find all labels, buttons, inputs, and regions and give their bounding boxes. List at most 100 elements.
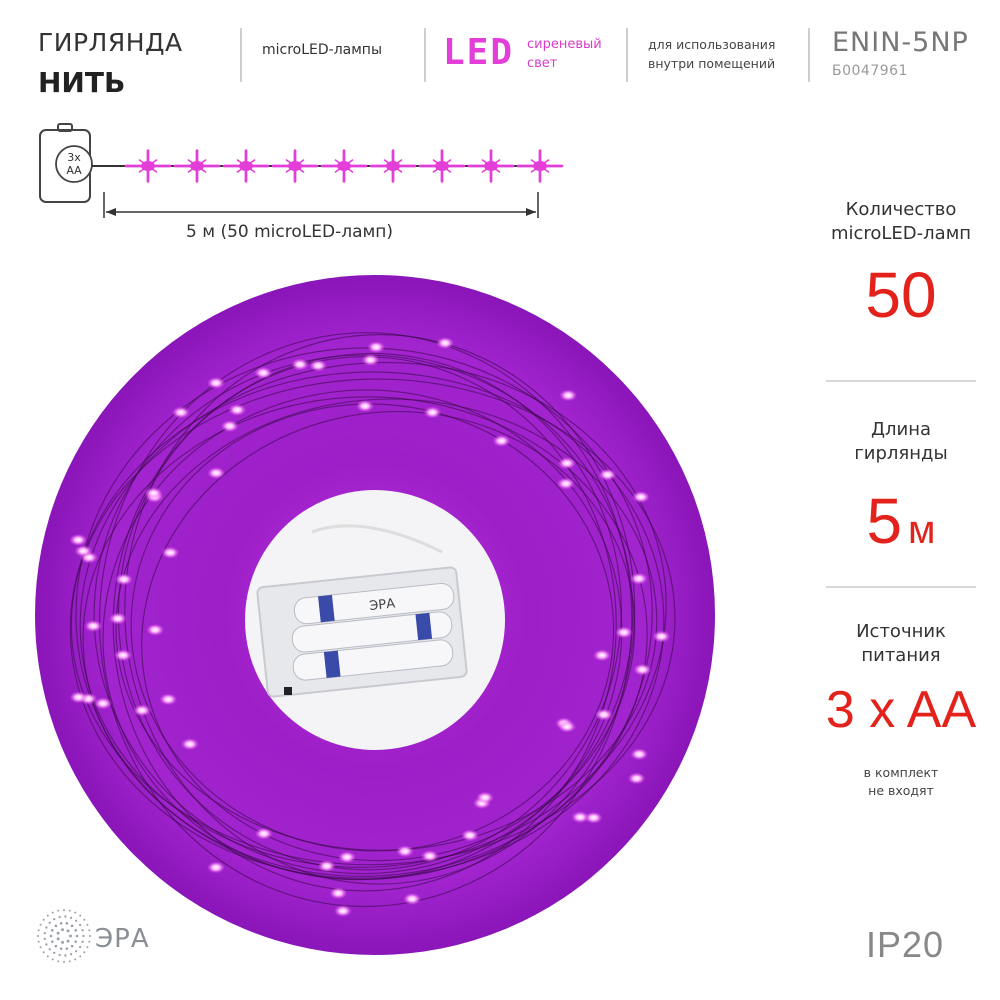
led-point: [317, 860, 336, 873]
led-point: [557, 457, 576, 470]
led-point: [614, 626, 633, 639]
led-point: [180, 738, 199, 751]
led-point: [220, 420, 239, 433]
led-point: [69, 533, 88, 546]
led-star-icon: [222, 149, 270, 183]
led-point: [571, 811, 590, 824]
spec-label-length: Длина гирлянды: [806, 418, 996, 466]
led-point: [492, 434, 511, 447]
header-divider: [424, 28, 426, 82]
led-point: [161, 546, 180, 559]
garland-schematic: 3x AA: [39, 123, 564, 218]
usage-line-2: внутри помещений: [648, 56, 776, 71]
led-point: [254, 366, 273, 379]
header-divider: [240, 28, 242, 82]
led-point: [291, 358, 310, 371]
led-points: [69, 337, 671, 917]
led-star-icon: [271, 149, 319, 183]
era-logo-icon: [37, 909, 91, 963]
led-star-icon: [124, 149, 172, 183]
product-photo: ЭРА: [35, 275, 715, 955]
led-point: [460, 829, 479, 842]
led-point: [329, 887, 348, 900]
title-line-1: ГИРЛЯНДА: [38, 28, 183, 57]
spec-label-line: Источник: [856, 621, 946, 642]
spec-value-power: 3 x AA: [825, 681, 977, 739]
length-dimension-line: [103, 192, 539, 218]
spec-label-line: Количество: [845, 199, 957, 220]
led-star-icon: [467, 149, 515, 183]
led-point: [207, 376, 226, 389]
led-star-icon: [516, 149, 564, 183]
note-line: в комплект: [863, 765, 939, 780]
led-point: [254, 827, 273, 840]
led-point: [631, 490, 650, 503]
led-point: [420, 850, 439, 863]
led-point: [594, 708, 613, 721]
led-point: [361, 353, 380, 366]
led-point: [584, 811, 603, 824]
lamp-type-feature: microLED-лампы: [262, 42, 383, 58]
usage-feature: для использования внутри помещений: [648, 35, 775, 73]
led-color-feature: сиреневый свет: [527, 35, 602, 73]
spec-divider: [826, 380, 976, 382]
led-point: [559, 389, 578, 402]
led-point: [159, 693, 178, 706]
led-point: [356, 400, 375, 413]
led-point: [74, 545, 93, 558]
spec-label-line: питания: [861, 645, 941, 666]
led-point: [108, 612, 127, 625]
led-point: [598, 468, 617, 481]
article-number: Б0047961: [832, 63, 908, 79]
led-point: [146, 623, 165, 636]
spec-label-line: microLED-ламп: [830, 223, 972, 244]
note-line: не входят: [868, 783, 934, 798]
title-line-2: НИТЬ: [38, 66, 126, 99]
led-point: [627, 772, 646, 785]
led-point: [592, 649, 611, 662]
header-divider: [626, 28, 628, 82]
led-point: [171, 406, 190, 419]
led-point: [633, 663, 652, 676]
spec-value-led-count: 50: [865, 259, 937, 331]
header-divider: [808, 28, 810, 82]
led-point: [207, 861, 226, 874]
led-point: [84, 619, 103, 632]
led-point: [144, 487, 163, 500]
led-point: [228, 403, 247, 416]
led-point: [114, 649, 133, 662]
battery-icon: 3x AA: [39, 123, 93, 203]
led-point: [367, 341, 386, 354]
led-star-icon: [369, 149, 417, 183]
length-label: 5 м (50 microLED-ламп): [186, 222, 394, 242]
led-point: [423, 406, 442, 419]
led-point: [333, 904, 352, 917]
battery-box-brand: ЭРА: [369, 596, 396, 614]
led-point: [133, 704, 152, 717]
ip-rating: IP20: [866, 924, 945, 965]
battery-box: ЭРА: [256, 524, 468, 698]
batteries-not-included-note: в комплект не входят: [806, 764, 996, 800]
spec-divider: [826, 586, 976, 588]
led-point: [436, 337, 455, 350]
led-color-line-1: сиреневый: [527, 37, 602, 52]
led-point: [337, 851, 356, 864]
spec-label-line: гирлянды: [854, 443, 948, 464]
led-point: [403, 892, 422, 905]
led-point: [69, 691, 88, 704]
led-star-icon: [173, 149, 221, 183]
led-point: [652, 630, 671, 643]
led-color-line-2: свет: [527, 56, 558, 71]
led-point: [93, 697, 112, 710]
led-point: [114, 573, 133, 586]
led-point: [207, 467, 226, 480]
led-point: [556, 477, 575, 490]
battery-label-line-2: AA: [66, 164, 82, 177]
led-stars: [124, 149, 564, 183]
spec-label-line: Длина: [870, 419, 932, 440]
led-dotted-word: LED: [443, 32, 515, 73]
led-star-icon: [320, 149, 368, 183]
led-star-icon: [418, 149, 466, 183]
led-point: [475, 791, 494, 804]
